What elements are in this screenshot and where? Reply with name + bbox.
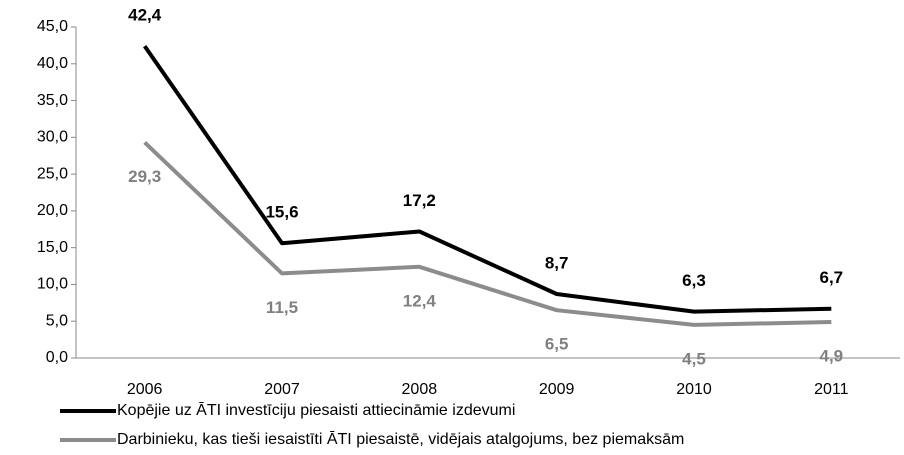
y-tick-label: 5,0 [46,312,68,329]
y-tick-label: 20,0 [37,202,68,219]
data-label: 8,7 [545,253,569,272]
data-label: 29,3 [128,167,161,186]
data-label: 6,7 [820,268,844,287]
x-tick-label: 2011 [814,381,849,398]
legend-label: Darbinieku, kas tieši iesaistīti ĀTI pie… [117,430,684,448]
y-tick-label: 15,0 [37,239,68,256]
data-label: 4,5 [682,349,706,368]
y-tick-label: 35,0 [37,92,68,109]
data-label: 11,5 [266,298,298,317]
data-label: 42,4 [128,6,162,25]
data-label: 6,5 [545,335,569,354]
x-tick-label: 2010 [676,381,712,398]
y-tick-label: 40,0 [37,55,68,72]
x-tick-label: 2007 [264,381,300,398]
legend-label: Kopējie uz ĀTI investīciju piesaisti att… [117,401,515,419]
x-tick-label: 2006 [127,381,163,398]
y-tick-label: 30,0 [37,129,68,146]
y-tick-label: 10,0 [37,276,68,293]
data-label: 4,9 [820,346,844,365]
x-tick-label: 2008 [402,381,438,398]
series-line [143,141,832,327]
y-tick-label: 45,0 [37,18,68,35]
series-line [143,44,832,314]
data-label: 17,2 [403,191,436,210]
y-tick-label: 25,0 [37,165,68,182]
data-label: 12,4 [403,291,437,310]
data-label: 6,3 [682,271,706,290]
x-tick-label: 2009 [539,381,575,398]
y-tick-label: 0,0 [46,349,68,366]
data-label: 15,6 [265,203,298,222]
